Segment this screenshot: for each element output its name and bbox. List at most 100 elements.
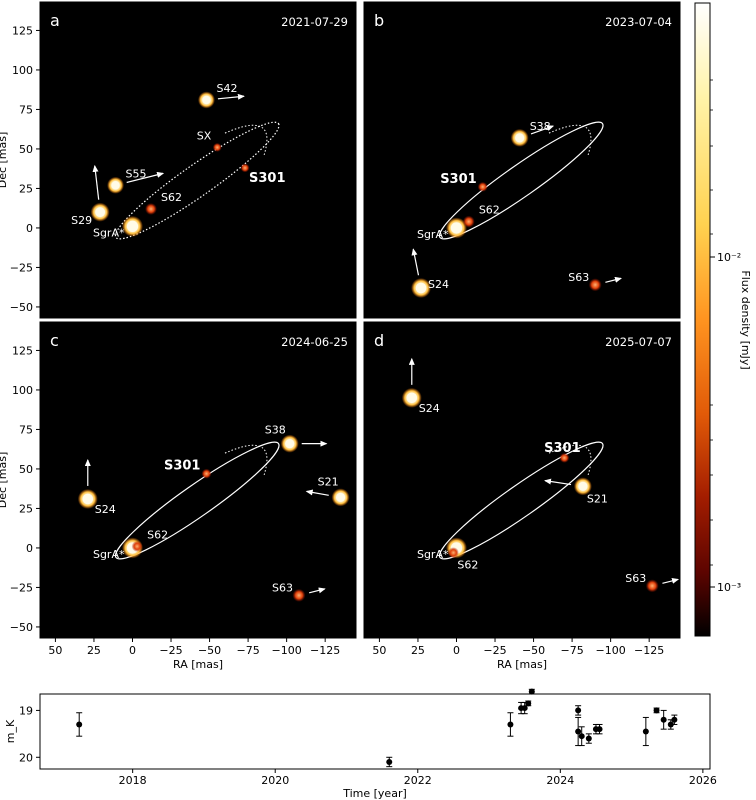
orbit-ellipse [114, 441, 280, 560]
data-point [521, 705, 528, 712]
y-tick-label: 0 [26, 222, 33, 235]
star-marker [201, 468, 212, 479]
star-marker [144, 202, 157, 215]
y-tick-label: 25 [19, 502, 33, 515]
star-marker [588, 278, 602, 292]
star-label: S29 [71, 214, 92, 227]
y-tick-label: 125 [12, 344, 33, 357]
orbit-ellipse [114, 121, 280, 240]
y-tick-label: 75 [19, 423, 33, 436]
star-core [111, 181, 120, 190]
x-tick-label: 50 [48, 644, 62, 657]
star-core [202, 95, 211, 105]
panel-background [40, 322, 356, 638]
x-tick-label: −75 [236, 644, 259, 657]
colorbar-tick-label: 10⁻² [717, 251, 741, 264]
panel-letter: a [50, 11, 60, 30]
panel-c: SgrA* S62 S301 S38 S21 S24 S63 c 2024-06-25 125 10… [0, 321, 357, 671]
y-tick-label: 19 [19, 704, 33, 717]
panel-border [363, 321, 681, 639]
y-tick-label: 25 [19, 182, 33, 195]
x-tick-label: −100 [272, 644, 302, 657]
x-axis-label: Time [year] [342, 787, 407, 800]
colorbar: 10⁻² 10⁻³ Flux density [mJy] [694, 2, 752, 637]
star-label: S301 [544, 441, 581, 456]
orbit-trace [224, 124, 268, 157]
star-label: S24 [95, 503, 116, 516]
proper-motion-arrow [126, 171, 165, 184]
star-core [82, 493, 94, 505]
panel-date: 2025-07-07 [605, 335, 672, 349]
x-tick-label: −25 [159, 644, 182, 657]
star-label: S63 [568, 271, 589, 284]
x-tick-label: −25 [483, 644, 506, 657]
proper-motion-arrow [662, 577, 680, 584]
star-label: S38 [265, 424, 286, 437]
panel-border [39, 1, 357, 319]
x-tick-label: 2018 [119, 774, 147, 787]
proper-motion-arrow [530, 125, 555, 135]
x-tick-label: −75 [560, 644, 583, 657]
star-label: SgrA* [417, 548, 449, 561]
orbit-trace [548, 124, 592, 157]
x-tick-label: 25 [87, 644, 101, 657]
star-label: SX [197, 129, 212, 142]
data-point [507, 721, 514, 728]
star-core [450, 222, 463, 234]
y-axis-label: m_K [4, 719, 17, 743]
y-tick-label: −25 [10, 261, 33, 274]
proper-motion-arrow [305, 489, 329, 496]
data-point [525, 700, 532, 707]
data-point [575, 728, 582, 735]
light-curve-frame [39, 693, 711, 770]
star-label: S301 [164, 459, 201, 474]
star-label: S301 [440, 172, 477, 187]
data-point [578, 733, 585, 740]
data-point [386, 758, 393, 765]
panel-letter: d [374, 331, 384, 350]
star-marker [212, 142, 222, 152]
data-point [585, 735, 592, 742]
panel-background [40, 2, 356, 318]
colorbar-tick-label: 10⁻³ [717, 581, 741, 594]
x-tick-label: 2024 [546, 774, 574, 787]
proper-motion-arrow [544, 478, 572, 486]
colorbar-minor-ticks [710, 79, 713, 566]
x-tick-label: 2022 [404, 774, 432, 787]
y-axis-label: Dec [mas] [0, 452, 9, 509]
x-tick-label: 25 [411, 644, 425, 657]
y-tick-label: 0 [26, 542, 33, 555]
star-core [415, 282, 427, 294]
x-tick-label: 0 [129, 644, 136, 657]
star-label: S301 [249, 171, 286, 186]
orbit-trace [548, 444, 592, 477]
panel-date: 2021-07-29 [281, 15, 348, 29]
star-marker [462, 215, 475, 228]
panel-letter: c [50, 331, 59, 350]
orbit-trace [224, 444, 268, 477]
star-core [336, 492, 346, 502]
star-marker [559, 452, 570, 463]
x-tick-label: 50 [372, 644, 386, 657]
x-tick-label: 2026 [689, 774, 717, 787]
star-core [406, 392, 418, 404]
y-tick-label: 100 [12, 384, 33, 397]
data-point [575, 707, 582, 714]
data-point [642, 728, 649, 735]
panel-a: SgrA* S42 SX S301 S55 S29 S62 a 2021-07-29 125 100… [0, 1, 357, 319]
star-marker [447, 547, 459, 559]
star-core [515, 133, 525, 143]
orbit-ellipse [438, 441, 604, 560]
data-point [528, 688, 535, 695]
panel-d: SgrA* S24 S301 S21 S62 S63 d 2025-07-07 50 25 0 −25… [363, 321, 681, 671]
star-core [95, 207, 105, 218]
x-tick-label: −50 [522, 644, 545, 657]
y-tick-label: −25 [10, 581, 33, 594]
star-label: S21 [318, 475, 339, 488]
panel-background [364, 2, 680, 318]
star-label: S38 [530, 120, 551, 133]
star-marker [240, 163, 250, 173]
star-label: S63 [272, 581, 293, 594]
colorbar-label: Flux density [mJy] [739, 270, 752, 369]
x-tick-label: −125 [634, 644, 664, 657]
